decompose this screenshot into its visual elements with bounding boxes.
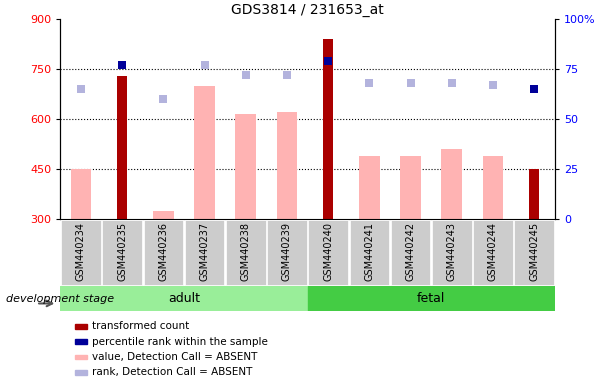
Bar [323,39,333,219]
Bar [117,76,127,219]
Text: GSM440237: GSM440237 [200,222,209,281]
Text: rank, Detection Call = ABSENT: rank, Detection Call = ABSENT [92,367,252,377]
FancyBboxPatch shape [350,220,389,285]
FancyBboxPatch shape [61,220,101,285]
Bar [194,86,215,219]
Bar [153,210,174,219]
Bar [75,324,87,329]
Bar [75,355,87,359]
Title: GDS3814 / 231653_at: GDS3814 / 231653_at [231,3,384,17]
Text: GSM440241: GSM440241 [364,222,374,281]
Bar [482,156,504,219]
FancyBboxPatch shape [267,220,307,285]
Text: percentile rank within the sample: percentile rank within the sample [92,337,268,347]
FancyBboxPatch shape [432,220,472,285]
Text: GSM440239: GSM440239 [282,222,292,281]
Text: GSM440235: GSM440235 [117,222,127,281]
Bar [75,370,87,375]
FancyBboxPatch shape [226,220,265,285]
FancyBboxPatch shape [144,220,183,285]
Bar [400,156,421,219]
Text: GSM440243: GSM440243 [447,222,456,281]
Text: GSM440240: GSM440240 [323,222,333,281]
Text: transformed count: transformed count [92,321,189,331]
FancyBboxPatch shape [473,220,513,285]
Bar [71,169,91,219]
Text: GSM440245: GSM440245 [529,222,539,281]
Bar [441,149,462,219]
FancyBboxPatch shape [391,220,431,285]
Text: development stage: development stage [6,293,114,304]
Bar [308,286,555,311]
Bar [75,339,87,344]
Text: GSM440244: GSM440244 [488,222,498,281]
Text: GSM440236: GSM440236 [159,222,168,281]
Text: GSM440234: GSM440234 [76,222,86,281]
Text: GSM440242: GSM440242 [406,222,415,281]
FancyBboxPatch shape [308,220,348,285]
Text: adult: adult [168,292,200,305]
Text: GSM440238: GSM440238 [241,222,251,281]
Bar [529,169,539,219]
Bar [277,113,297,219]
FancyBboxPatch shape [514,220,554,285]
Text: value, Detection Call = ABSENT: value, Detection Call = ABSENT [92,352,257,362]
Bar [235,114,256,219]
Text: fetal: fetal [417,292,446,305]
FancyBboxPatch shape [103,220,142,285]
Bar [60,286,349,311]
Bar [359,156,380,219]
FancyBboxPatch shape [185,220,224,285]
